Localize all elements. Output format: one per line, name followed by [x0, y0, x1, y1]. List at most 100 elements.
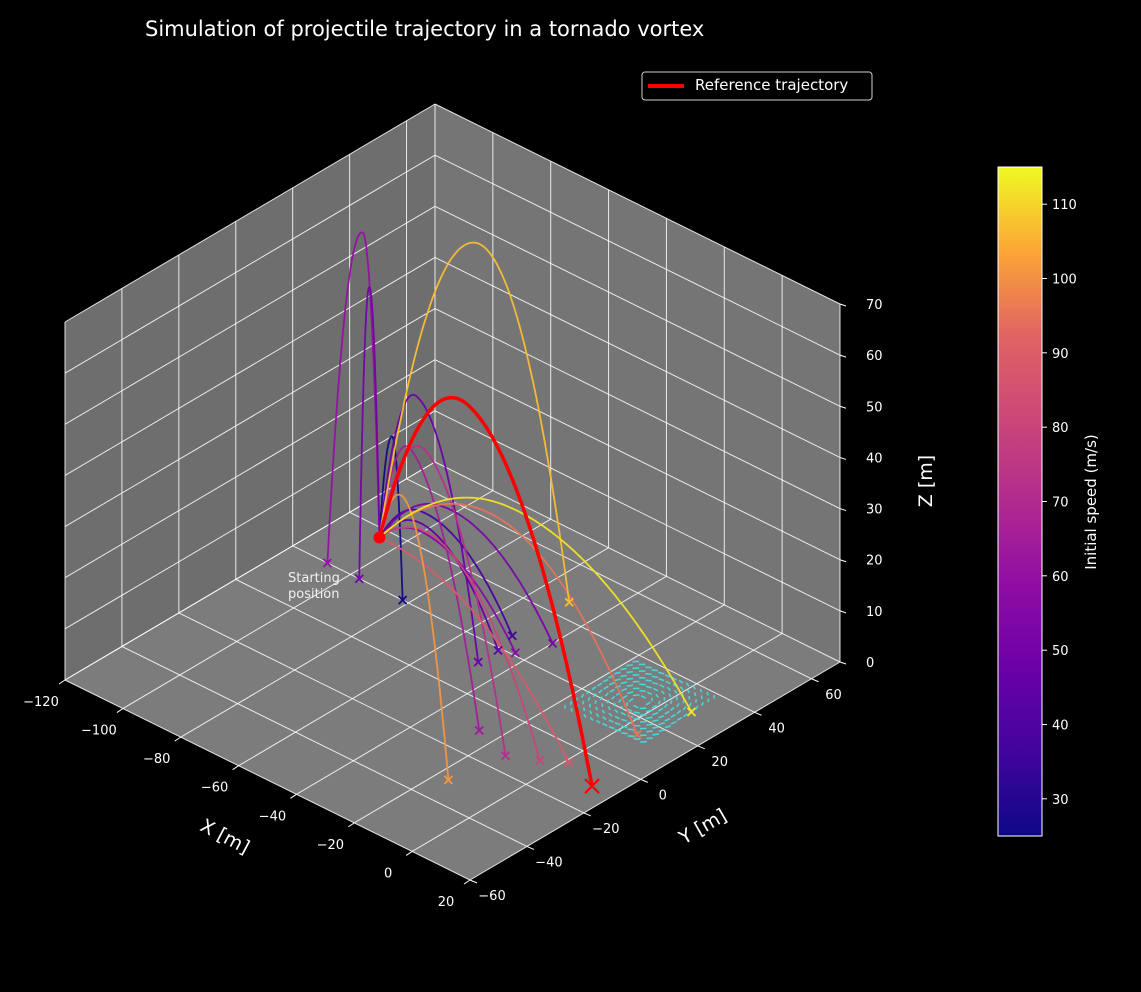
- vortex-arrow: [659, 684, 665, 688]
- vortex-arrow: [606, 699, 610, 704]
- vortex-arrow: [657, 707, 664, 712]
- vortex-arrow: [620, 688, 628, 692]
- vortex-arrow: [668, 693, 672, 698]
- x-tick-mark: [290, 793, 297, 799]
- vortex-arrow: [607, 706, 611, 711]
- vortex-arrow: [626, 670, 633, 674]
- landing-marker-4: [493, 645, 503, 656]
- vortex-arrow: [627, 728, 634, 731]
- vortex-arrow: [620, 705, 624, 710]
- x-tick-label: 20: [438, 895, 455, 910]
- grid-floor-x: [122, 490, 494, 710]
- vortex-arrow: [633, 718, 641, 721]
- landing-marker-2-b: [354, 574, 364, 584]
- vortex-arrow: [658, 671, 665, 675]
- vortex-arrow: [608, 681, 615, 686]
- landing-marker-1: [322, 558, 333, 568]
- y-tick-mark: [697, 745, 705, 750]
- grid-floor-y: [178, 612, 585, 814]
- vortex-arrow: [646, 737, 653, 740]
- z-axis-label: Z [m]: [915, 455, 937, 507]
- vortex-arrow: [664, 725, 671, 729]
- vortex-arrow: [646, 723, 653, 726]
- grid-back-z: [434, 154, 841, 356]
- landing-marker-4-b: [493, 645, 503, 656]
- z-tick-mark: [839, 405, 847, 409]
- vortex-arrow: [596, 682, 603, 687]
- vortex-arrow: [603, 685, 609, 690]
- y-tick-label: 40: [768, 721, 785, 736]
- colorbar-gradient: [997, 166, 1043, 837]
- landing-marker-3: [507, 631, 517, 641]
- vortex-arrow: [658, 729, 666, 732]
- trajectory-line-10: [378, 526, 541, 761]
- vortex-arrow: [599, 696, 603, 701]
- vortex-arrow: [609, 688, 615, 693]
- x-tick-label: −40: [259, 809, 286, 824]
- z-tick-label: 10: [866, 605, 883, 620]
- vortex-arrow: [692, 685, 697, 690]
- grid-back-z: [434, 308, 841, 510]
- landing-marker-13-b: [443, 775, 454, 785]
- vortex-arrow: [626, 708, 633, 713]
- x-tick-label: −80: [143, 752, 170, 767]
- vortex-arrow: [682, 713, 688, 718]
- landing-marker-10-b: [535, 755, 545, 766]
- vortex-arrow: [670, 720, 677, 725]
- vortex-arrow: [666, 686, 672, 691]
- vortex-arrow: [608, 675, 615, 679]
- colorbar-tick-label: 50: [1052, 644, 1069, 659]
- grid-floor-y: [349, 511, 755, 713]
- vortex-arrow: [614, 678, 621, 682]
- vortex-arrow: [676, 716, 683, 721]
- landing-marker-7-b: [510, 648, 521, 658]
- x-tick-label: −120: [23, 695, 59, 710]
- x-tick-label: −60: [201, 781, 228, 796]
- grid-back-z: [434, 256, 841, 458]
- vortex-arrow: [626, 677, 634, 680]
- vortex-arrow: [651, 669, 658, 672]
- vortex-arrow: [620, 674, 627, 678]
- vortex-arrow: [582, 700, 585, 705]
- grid-floor-y: [121, 646, 528, 847]
- vortex-arrow: [652, 681, 659, 685]
- landing-marker-9: [500, 751, 511, 761]
- colorbar: 30 40 50 60 70 80 90 100 110 Initial speed (m/s): [997, 166, 1100, 837]
- reference-landing-marker: [584, 778, 600, 794]
- x-tick-label: −20: [317, 838, 344, 853]
- colorbar-tick-label: 80: [1052, 421, 1069, 436]
- vortex-arrow: [608, 712, 613, 717]
- start-label-line-2: position: [288, 587, 340, 602]
- landing-marker-9-b: [500, 751, 511, 761]
- y-tick-label: 0: [659, 788, 667, 803]
- vortex-arrow: [669, 700, 673, 705]
- vortex-arrow: [651, 712, 659, 716]
- vortex-arrow: [699, 688, 703, 693]
- vortex-arrow: [679, 686, 684, 691]
- grid-floor-x: [354, 604, 725, 824]
- vortex-arrow: [694, 699, 698, 703]
- x-tick-label: 0: [384, 866, 392, 881]
- vortex-arrow: [569, 701, 572, 706]
- grid-floor-x: [296, 575, 667, 795]
- x-tick-mark: [405, 851, 413, 856]
- trajectory-line-5: [378, 393, 480, 663]
- grid-left-z: [64, 359, 436, 579]
- colorbar-ticks: 30 40 50 60 70 80 90 100 110: [1042, 198, 1077, 808]
- landing-marker-6-b: [547, 638, 558, 648]
- vortex-arrow: [658, 722, 665, 726]
- vortex-arrow: [582, 707, 586, 712]
- vortex-arrow: [658, 714, 665, 719]
- legend-box: [641, 71, 873, 101]
- vortex-arrow: [640, 695, 647, 699]
- z-tick-label: 40: [866, 451, 883, 466]
- vortex-arrow: [604, 692, 609, 697]
- vortex-arrow: [707, 698, 710, 703]
- colorbar-label: Initial speed (m/s): [1082, 434, 1100, 570]
- vortex-arrow: [664, 710, 670, 715]
- vortex-arrow: [633, 711, 640, 714]
- y-tick-mark: [469, 879, 478, 884]
- vortex-arrow: [655, 693, 659, 699]
- vortex-arrow: [653, 687, 659, 692]
- grid-back-z: [434, 359, 841, 561]
